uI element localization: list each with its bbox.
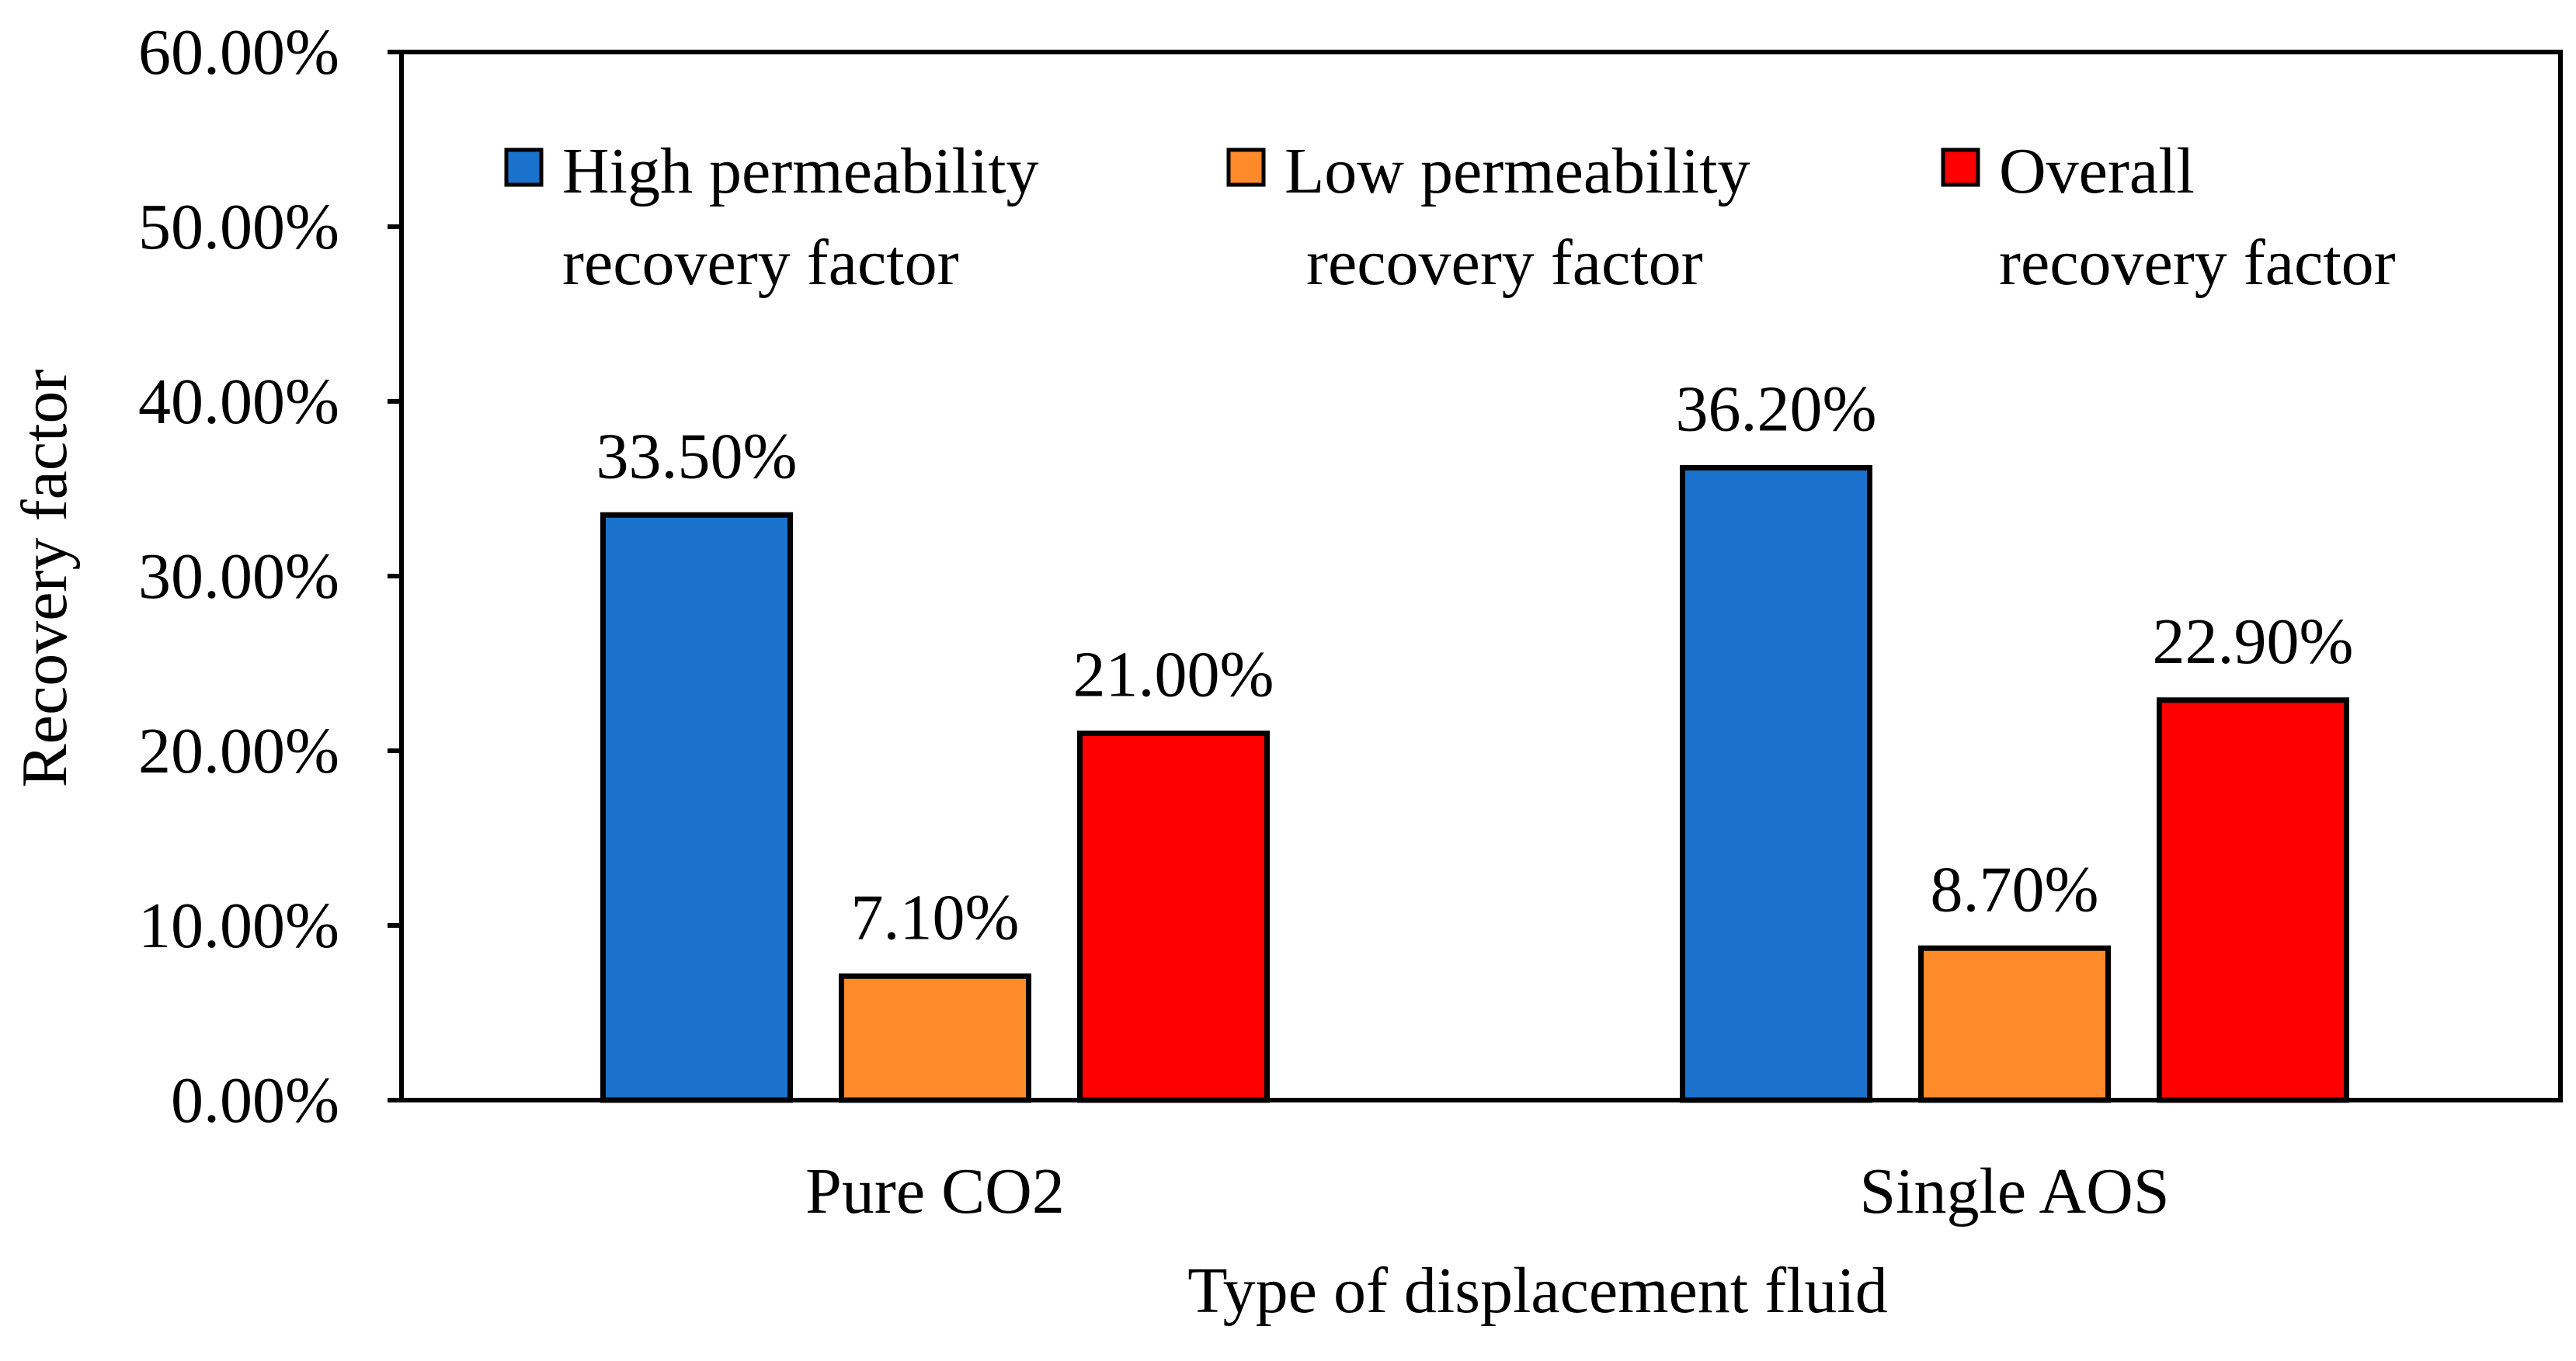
x-axis-title: Type of displacement fluid	[1187, 1255, 1888, 1327]
bar	[839, 973, 1031, 1103]
legend-label: Overall	[1999, 135, 2195, 207]
y-tick-label: 40.00%	[138, 366, 339, 438]
bar-value-label: 36.20%	[1676, 373, 1877, 446]
y-tick-label: 20.00%	[138, 715, 339, 787]
legend-label: Low permeability	[1285, 135, 1750, 207]
legend-item: Low permeability recovery factor	[1226, 135, 1750, 299]
y-tick-label: 10.00%	[138, 890, 339, 962]
y-tick-label: 30.00%	[138, 540, 339, 613]
bar-value-label: 8.70%	[1931, 853, 2099, 925]
bar	[2157, 697, 2349, 1103]
legend-item: High permeability recovery factor	[504, 135, 1039, 299]
y-axis: 0.00% 10.00% 20.00% 30.00% 40.00% 50.00% 60.00…	[138, 16, 402, 1137]
bar-value-label: 21.00%	[1073, 639, 1274, 711]
y-axis-title: Recovery factor	[9, 370, 81, 788]
legend-label: High permeability	[562, 135, 1039, 207]
bar-value-label: 33.50%	[596, 420, 798, 492]
bar-value-label: 22.90%	[2153, 606, 2354, 678]
legend-label: recovery factor	[1306, 227, 1703, 299]
bar	[1918, 945, 2111, 1103]
x-category-label: Pure CO2	[805, 1155, 1065, 1227]
legend-label: recovery factor	[562, 227, 959, 299]
data-labels: 33.50% 7.10% 21.00% 36.20% 8.70% 22.90%	[596, 373, 2354, 954]
y-tick-label: 50.00%	[138, 191, 339, 263]
legend-swatch	[1941, 148, 1980, 187]
legend-swatch	[1226, 148, 1266, 187]
legend-swatch	[504, 148, 544, 187]
bars	[600, 465, 2349, 1103]
bar	[1077, 731, 1270, 1103]
legend-label: recovery factor	[1999, 227, 2396, 299]
bar-value-label: 7.10%	[851, 881, 1020, 953]
y-tick-label: 60.00%	[138, 16, 339, 89]
x-category-label: Single AOS	[1859, 1155, 2169, 1227]
bar	[600, 512, 793, 1103]
legend-item: Overall recovery factor	[1941, 135, 2396, 299]
y-tick-label: 0.00%	[171, 1064, 339, 1137]
x-axis: Pure CO2 Single AOS	[805, 1155, 2169, 1227]
bar	[1680, 465, 1872, 1103]
